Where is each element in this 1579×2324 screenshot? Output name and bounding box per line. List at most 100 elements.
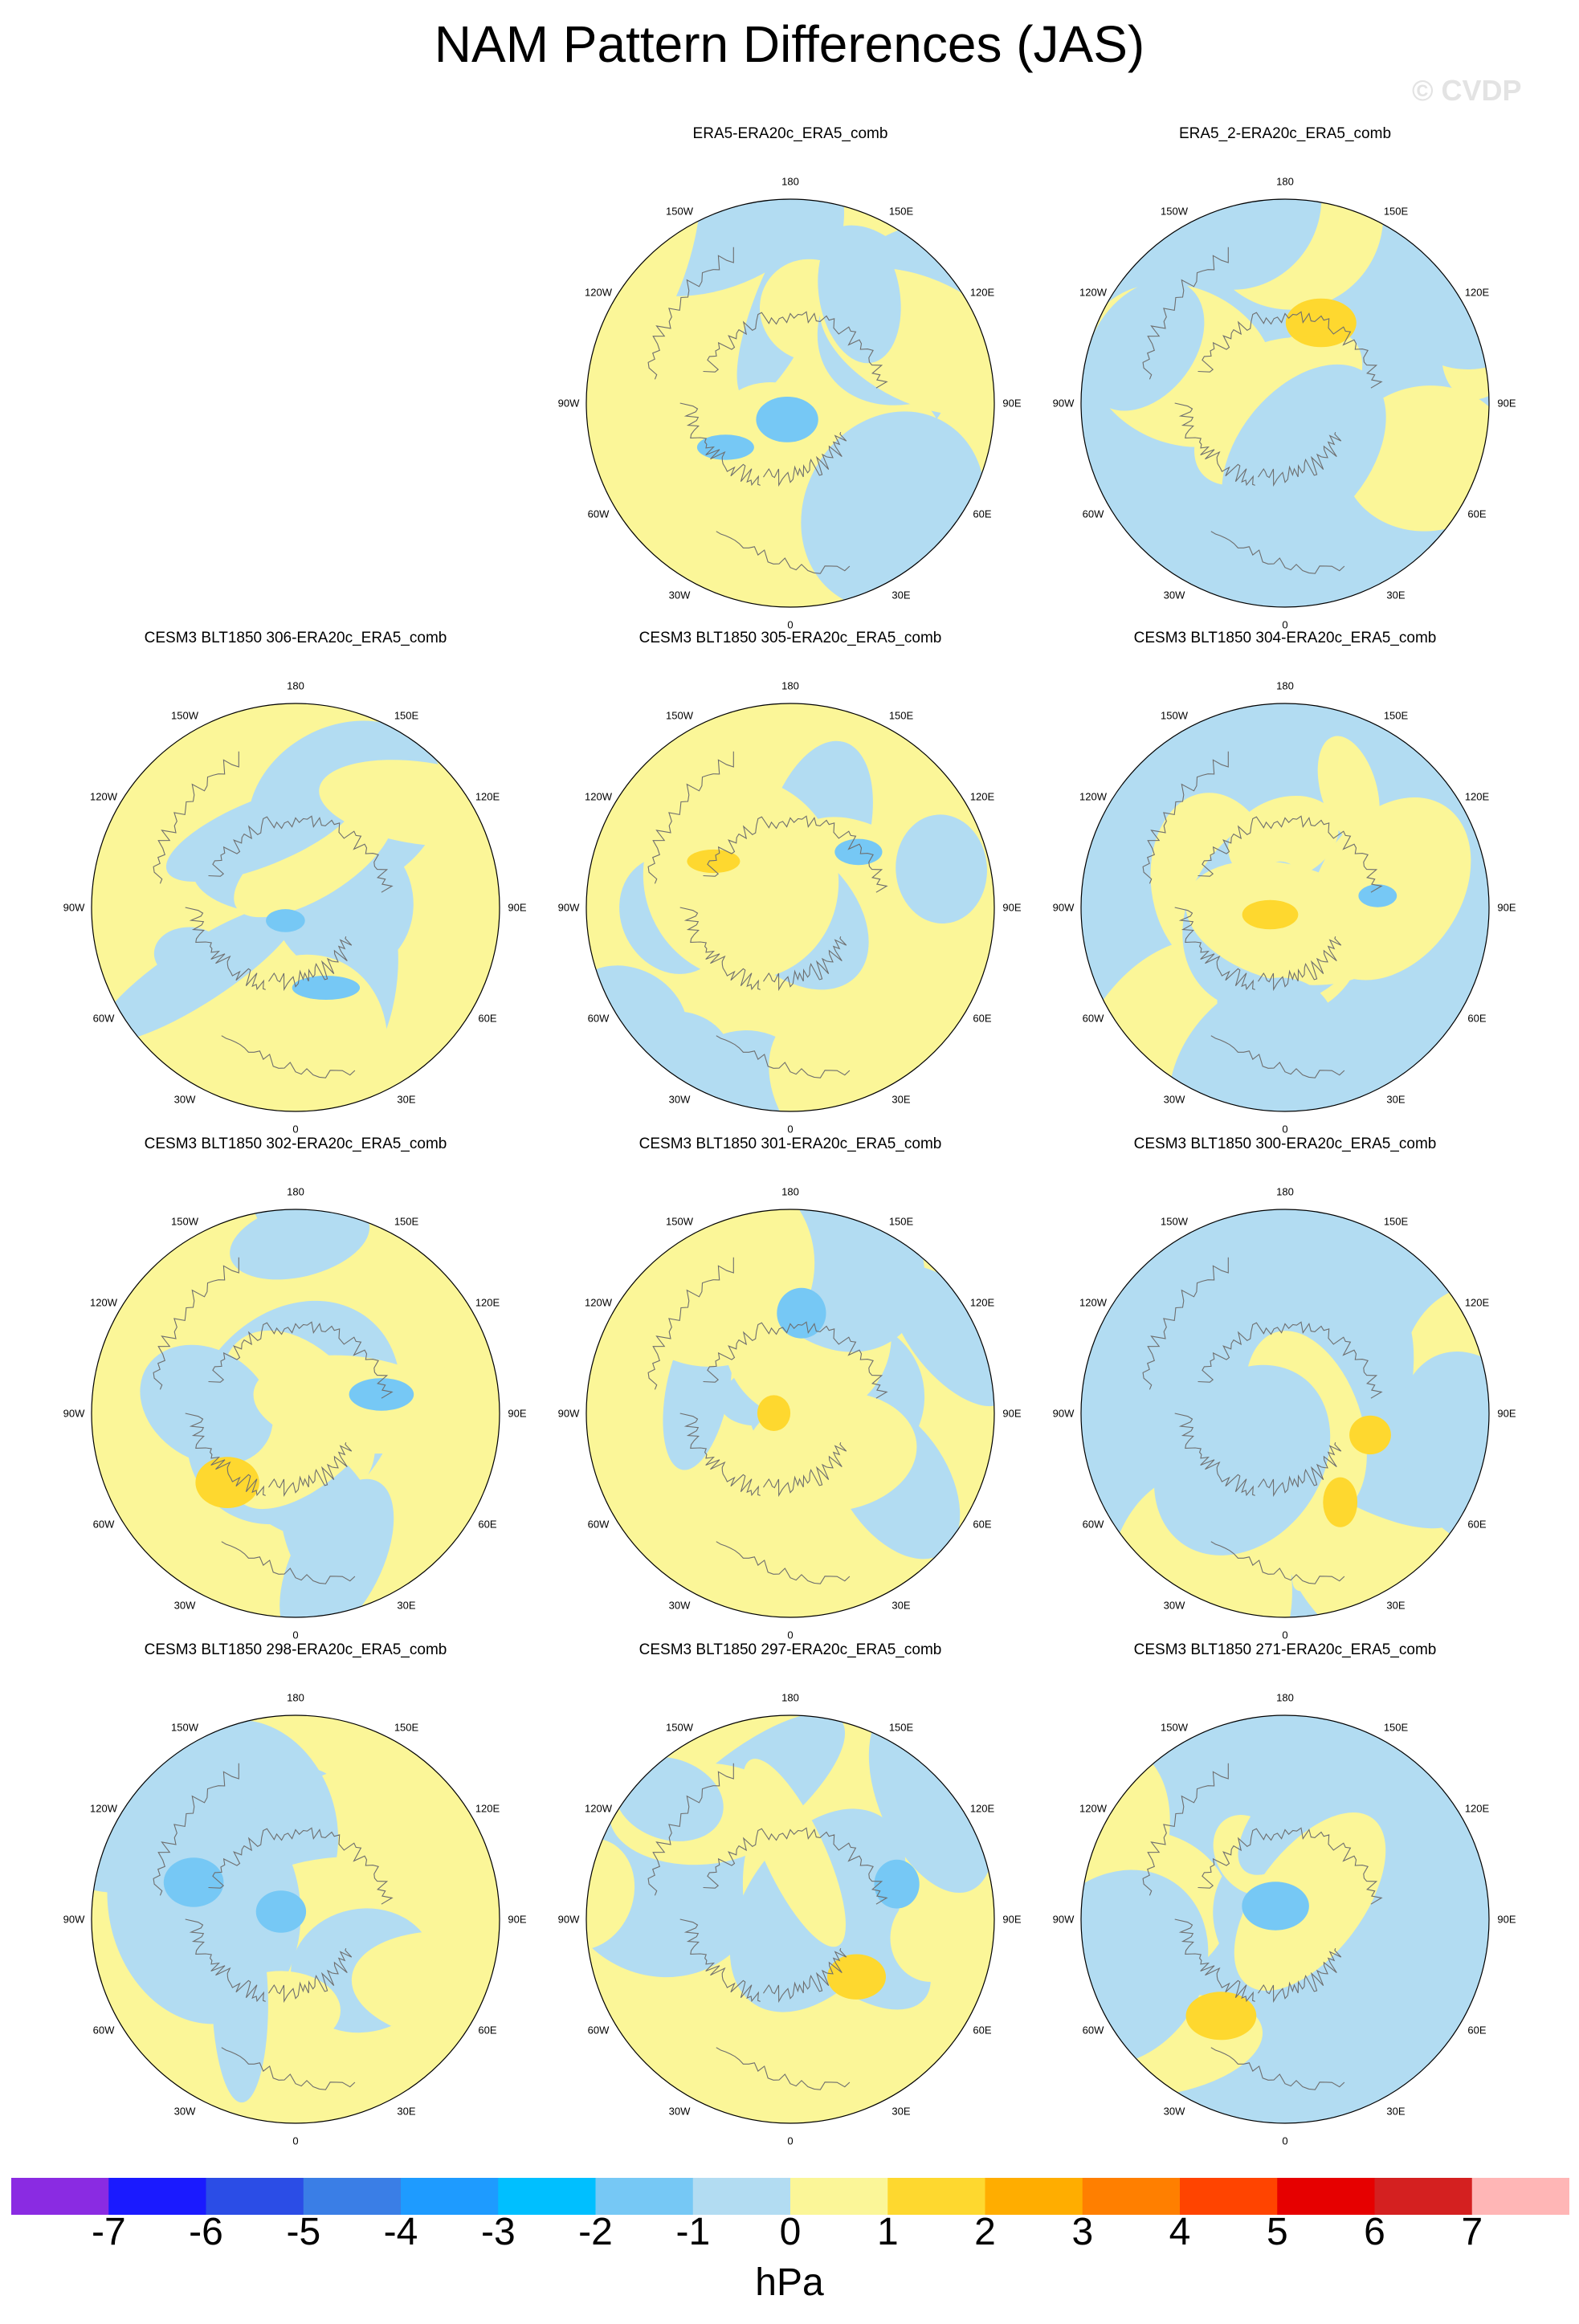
longitude-label: 150E <box>888 205 914 218</box>
longitude-label: 60W <box>587 1012 610 1025</box>
longitude-label: 180 <box>1276 679 1294 692</box>
longitude-label: 150W <box>1161 709 1188 722</box>
longitude-label: 120E <box>969 1296 995 1309</box>
longitude-label: 0 <box>292 1123 299 1135</box>
longitude-label: 150W <box>666 1215 693 1228</box>
longitude-label: 90E <box>508 1407 527 1420</box>
longitude-label: 60W <box>92 1518 115 1531</box>
longitude-label: 0 <box>1282 618 1288 631</box>
longitude-label: 120W <box>1079 1296 1107 1309</box>
longitude-label: 180 <box>781 1185 799 1198</box>
colorbar-swatch <box>595 2178 694 2215</box>
colorbar-swatch <box>498 2178 596 2215</box>
longitude-label: 0 <box>292 2134 299 2147</box>
colorbar-swatch <box>1277 2178 1375 2215</box>
longitude-label: 120W <box>90 1296 117 1309</box>
polar-map <box>1080 703 1490 1112</box>
longitude-label: 0 <box>1282 2134 1288 2147</box>
longitude-label: 90W <box>1052 397 1075 410</box>
longitude-label: 60W <box>1082 1012 1104 1025</box>
longitude-label: 150E <box>888 1215 914 1228</box>
longitude-label: 150W <box>1161 1721 1188 1734</box>
longitude-label: 60E <box>1467 1012 1487 1025</box>
longitude-label: 60W <box>587 2024 610 2037</box>
longitude-label: 90E <box>508 1913 527 1926</box>
colorbar-swatch <box>1082 2178 1181 2215</box>
longitude-label: 150E <box>394 1721 419 1734</box>
longitude-label: 120E <box>475 790 500 803</box>
longitude-label: 120E <box>475 1802 500 1815</box>
longitude-label: 0 <box>292 1629 299 1641</box>
longitude-label: 30E <box>1386 1599 1406 1612</box>
longitude-label: 60W <box>1082 508 1104 520</box>
longitude-label: 90E <box>508 901 527 914</box>
polar-map <box>1080 1714 1490 2124</box>
longitude-label: 150W <box>666 205 693 218</box>
panel-title: CESM3 BLT1850 300-ERA20c_ERA5_comb <box>1133 1135 1437 1152</box>
longitude-label: 90E <box>1497 1913 1516 1926</box>
longitude-label: 30W <box>173 2105 196 2118</box>
colorbar-swatch <box>985 2178 1083 2215</box>
longitude-label: 180 <box>781 1691 799 1704</box>
longitude-label: 150W <box>171 1215 198 1228</box>
longitude-label: 90W <box>63 1407 85 1420</box>
longitude-label: 150W <box>1161 205 1188 218</box>
longitude-label: 60E <box>973 2024 992 2037</box>
longitude-label: 30W <box>668 589 691 601</box>
longitude-label: 30E <box>892 2105 911 2118</box>
longitude-label: 150E <box>1383 1215 1409 1228</box>
colorbar-swatch <box>206 2178 304 2215</box>
longitude-label: 30E <box>892 589 911 601</box>
longitude-label: 90E <box>1002 1407 1022 1420</box>
colorbar-tick: -5 <box>286 2211 321 2253</box>
longitude-label: 0 <box>1282 1629 1288 1641</box>
longitude-label: 0 <box>787 618 794 631</box>
panel-title: CESM3 BLT1850 301-ERA20c_ERA5_comb <box>639 1135 942 1152</box>
colorbar-tick: 0 <box>779 2211 802 2253</box>
panel-title: ERA5_2-ERA20c_ERA5_comb <box>1178 125 1392 142</box>
longitude-label: 30E <box>397 1093 416 1106</box>
polar-map <box>585 703 995 1112</box>
colorbar-tick: 3 <box>1071 2211 1094 2253</box>
colorbar-swatch <box>790 2178 888 2215</box>
cvdp-watermark: © CVDP <box>1412 74 1522 107</box>
longitude-label: 90W <box>1052 1913 1075 1926</box>
longitude-label: 120E <box>1464 790 1490 803</box>
longitude-label: 120W <box>1079 790 1107 803</box>
longitude-label: 150E <box>394 709 419 722</box>
colorbar-swatch <box>1374 2178 1473 2215</box>
polar-map <box>91 1209 500 1618</box>
longitude-label: 0 <box>787 1629 794 1641</box>
colorbar-tick: -7 <box>91 2211 126 2253</box>
longitude-label: 150W <box>171 709 198 722</box>
longitude-label: 120E <box>969 1802 995 1815</box>
longitude-label: 30W <box>1163 1599 1185 1612</box>
colorbar <box>11 2178 1569 2215</box>
panel-title: CESM3 BLT1850 297-ERA20c_ERA5_comb <box>639 1641 942 1658</box>
longitude-label: 60W <box>92 1012 115 1025</box>
colorbar-tick: 2 <box>974 2211 996 2253</box>
longitude-label: 60W <box>587 1518 610 1531</box>
colorbar-swatch <box>108 2178 206 2215</box>
longitude-label: 30W <box>668 2105 691 2118</box>
longitude-label: 120W <box>585 790 612 803</box>
longitude-label: 180 <box>781 175 799 188</box>
longitude-label: 120E <box>1464 1296 1490 1309</box>
longitude-label: 120W <box>90 1802 117 1815</box>
longitude-label: 90W <box>63 901 85 914</box>
polar-map <box>585 1209 995 1618</box>
longitude-label: 60E <box>1467 1518 1487 1531</box>
longitude-label: 30E <box>397 2105 416 2118</box>
longitude-label: 150W <box>171 1721 198 1734</box>
longitude-label: 90W <box>557 901 580 914</box>
longitude-label: 60E <box>973 1012 992 1025</box>
longitude-label: 90E <box>1497 1407 1516 1420</box>
panel-title: CESM3 BLT1850 305-ERA20c_ERA5_comb <box>639 630 942 646</box>
colorbar-tick: 5 <box>1266 2211 1288 2253</box>
longitude-label: 90E <box>1497 397 1516 410</box>
longitude-label: 120E <box>969 286 995 299</box>
longitude-label: 30W <box>173 1599 196 1612</box>
polar-map <box>91 703 500 1112</box>
longitude-label: 30W <box>668 1599 691 1612</box>
longitude-label: 30W <box>1163 589 1185 601</box>
